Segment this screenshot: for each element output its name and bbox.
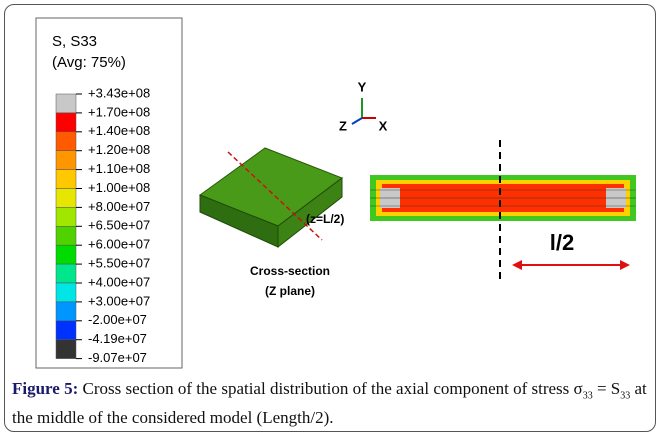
legend-band — [56, 207, 76, 226]
legend-title: S, S33 — [52, 33, 97, 50]
legend-label: -9.07e+07 — [88, 350, 147, 365]
legend-label: +3.00e+07 — [88, 293, 150, 308]
annotation: (z=L/2) — [306, 212, 344, 226]
cross-section — [370, 175, 636, 221]
legend-label: +1.40e+08 — [88, 123, 150, 138]
axis-triad: Y Z X — [339, 79, 388, 133]
legend-band — [56, 113, 76, 132]
subscript: 33 — [620, 390, 630, 401]
legend-label: +1.70e+08 — [88, 104, 150, 119]
legend-label: +8.00e+07 — [88, 199, 150, 214]
plate-model — [200, 148, 342, 247]
legend-label: +6.50e+07 — [88, 218, 150, 233]
legend-band — [56, 283, 76, 302]
legend-label: +6.00e+07 — [88, 237, 150, 252]
legend-band — [56, 226, 76, 245]
legend-band — [56, 340, 76, 359]
legend-band — [56, 264, 76, 283]
caption: Figure 5: Cross section of the spatial d… — [12, 378, 652, 429]
legend-scale: +3.43e+08 +1.70e+08 +1.40e+08 +1.20e+08 +1.1… — [56, 85, 150, 365]
axis-label: X — [379, 118, 388, 133]
legend-band — [56, 189, 76, 208]
caption-text: = S — [593, 379, 621, 398]
axis-label: Z — [339, 118, 347, 133]
dimension-arrow — [512, 260, 630, 270]
legend-label: +4.00e+07 — [88, 274, 150, 289]
legend-label: -4.19e+07 — [88, 331, 147, 346]
legend-label: -2.00e+07 — [88, 312, 147, 327]
annotation: Cross-section — [250, 264, 330, 278]
legend-band — [56, 151, 76, 170]
legend-label: +1.00e+08 — [88, 180, 150, 195]
legend-label: +3.43e+08 — [88, 85, 150, 100]
legend-label: +5.50e+07 — [88, 256, 150, 271]
legend-band — [56, 302, 76, 321]
legend-label: +1.10e+08 — [88, 161, 150, 176]
legend-band — [56, 245, 76, 264]
annotation: (Z plane) — [265, 284, 315, 298]
axis-label: Y — [358, 79, 367, 94]
legend-band — [56, 132, 76, 151]
legend-label: +1.20e+08 — [88, 142, 150, 157]
figure: S, S33 (Avg: 75%) +3.43e+08 +1.70e+08 +1.4… — [0, 0, 662, 438]
legend-subtitle: (Avg: 75%) — [52, 54, 126, 71]
legend-band — [56, 94, 76, 113]
page: {"legend": {"title": "S, S33", "subtitle… — [0, 0, 662, 438]
caption-text: Cross section of the spatial distributio… — [78, 379, 582, 398]
caption-label: Figure 5: — [12, 379, 78, 398]
legend-band — [56, 170, 76, 189]
annotation: l/2 — [550, 230, 574, 255]
legend-band — [56, 321, 76, 340]
subscript: 33 — [583, 390, 593, 401]
